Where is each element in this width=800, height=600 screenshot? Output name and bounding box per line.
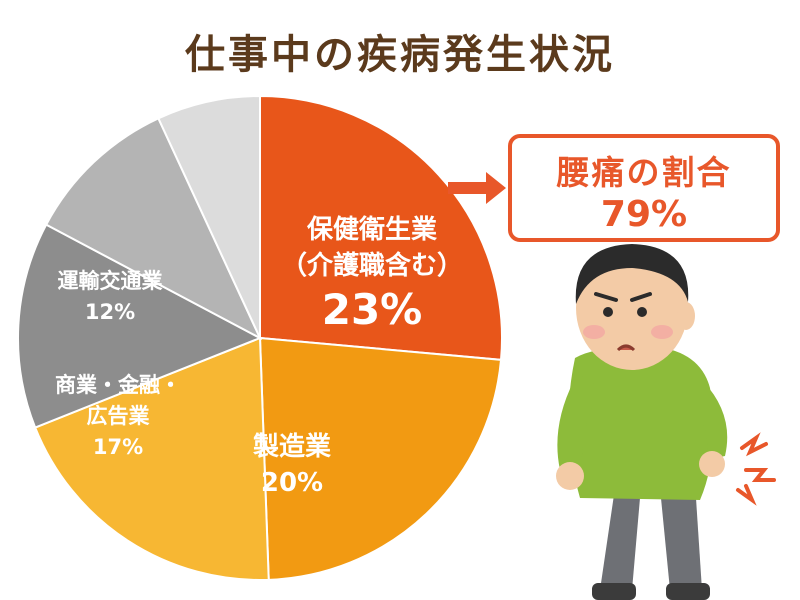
pie-slice-3 <box>17 223 263 429</box>
slice-label-2-line-1: 広告業 <box>87 404 151 428</box>
pie-slice-4 <box>44 117 263 341</box>
slice-label-3-line-0: 運輸交通業 <box>58 269 164 293</box>
slice-value-0: 23% <box>322 285 423 334</box>
slice-label-0-line-1: （介護職含む） <box>281 250 463 281</box>
chart-title: 仕事中の疾病発生状況 <box>185 32 615 78</box>
pie-slice-5 <box>157 94 261 339</box>
callout-box: 腰痛の割合 79% <box>508 134 780 242</box>
pie-slice-1 <box>258 336 503 581</box>
slice-value-1: 20% <box>261 468 323 498</box>
slice-label-2-line-0: 商業・金融・ <box>55 373 181 397</box>
slice-label-0-line-0: 保健衛生業 <box>306 215 437 245</box>
pie-slice-2 <box>33 336 270 581</box>
slice-value-2: 17% <box>93 435 143 459</box>
slice-label-1-line-0: 製造業 <box>253 432 331 462</box>
pie-slice-0 <box>259 94 503 361</box>
callout-label: 腰痛の割合 <box>556 153 732 192</box>
back-pain-person-illustration <box>556 244 776 600</box>
callout-arrow <box>448 172 506 204</box>
slice-value-3: 12% <box>85 300 135 324</box>
callout-value: 79% <box>600 194 688 235</box>
